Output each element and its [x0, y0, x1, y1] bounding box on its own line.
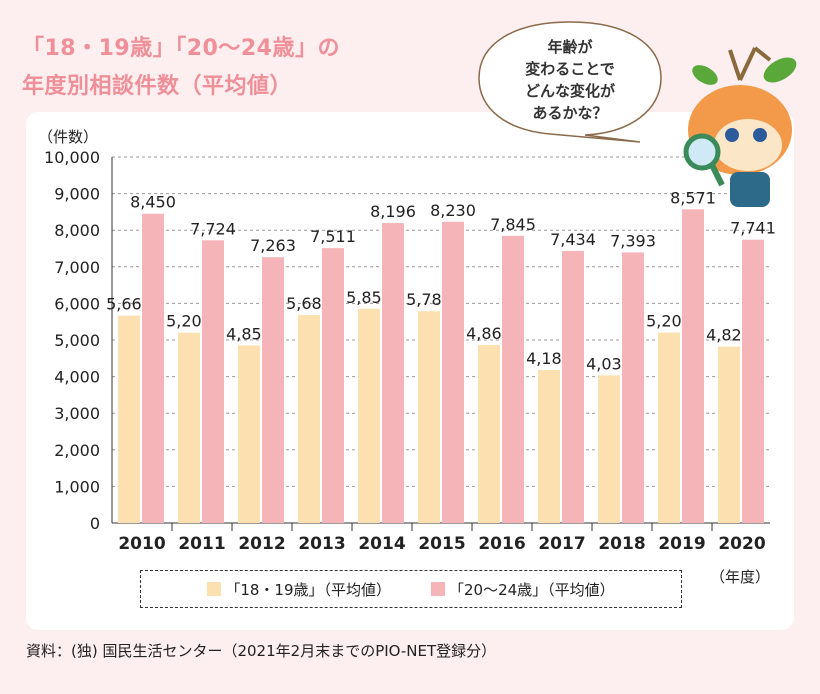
bar-2011-20-24 [202, 240, 224, 523]
data-label: 4,180 [526, 349, 572, 368]
data-label: 7,393 [610, 231, 656, 250]
legend-swatch [431, 582, 445, 596]
speech-bubble-text: 年齢が 変わることで どんな変化が あるかな？ [475, 36, 665, 124]
data-label: 7,511 [310, 227, 356, 246]
data-label: 4,035 [586, 354, 632, 373]
y-tick-label: 6,000 [54, 294, 100, 313]
data-label: 7,741 [730, 219, 776, 238]
speech-bubble [478, 21, 662, 143]
bar-2012-20-24 [262, 257, 284, 523]
y-tick-label: 4,000 [54, 368, 100, 387]
y-tick-label: 8,000 [54, 221, 100, 240]
data-label: 5,787 [406, 290, 452, 309]
data-label: 8,230 [430, 201, 476, 220]
x-tick-label: 2012 [238, 534, 285, 554]
data-label: 8,450 [130, 193, 176, 212]
data-label: 7,724 [190, 219, 236, 238]
bar-2018-18-19 [598, 375, 620, 523]
x-tick-label: 2020 [718, 534, 765, 554]
bar-2010-18-19 [118, 315, 140, 523]
y-tick-label: 2,000 [54, 441, 100, 460]
x-tick-label: 2017 [538, 534, 585, 554]
bar-2020-20-24 [742, 239, 764, 524]
bar-2014-18-19 [358, 308, 380, 523]
legend-swatch [207, 582, 222, 596]
data-label: 5,686 [286, 294, 332, 313]
bar-2014-20-24 [382, 223, 404, 523]
data-label: 5,200 [166, 312, 212, 331]
legend: 「18・19歳」（平均値） 「20〜24歳」（平均値） [140, 570, 682, 608]
x-tick-label: 2015 [418, 534, 465, 554]
data-label: 7,434 [550, 230, 596, 249]
data-label: 4,820 [706, 326, 752, 345]
bar-2011-18-19 [178, 332, 200, 523]
data-label: 4,861 [466, 324, 512, 343]
data-label: 8,571 [670, 188, 716, 207]
bar-2015-20-24 [442, 221, 464, 524]
data-label: 5,852 [346, 288, 392, 307]
bar-2013-18-19 [298, 314, 320, 523]
source-note: 資料：(独) 国民生活センター（2021年2月末までのPIO-NET登録分） [26, 642, 497, 660]
data-label: 5,203 [646, 312, 692, 331]
bar-2013-20-24 [322, 248, 344, 523]
bar-2016-18-19 [478, 345, 500, 523]
x-tick-label: 2011 [178, 534, 225, 554]
x-tick-label: 2013 [298, 534, 345, 554]
x-axis-label: （年度） [710, 568, 770, 586]
mascot-icon [683, 46, 797, 207]
legend-item-18-19: 「18・19歳」（平均値） [207, 579, 391, 600]
chart-title-line2: 年度別相談件数（平均値） [22, 74, 293, 99]
x-tick-label: 2010 [118, 534, 165, 554]
bubble-line: どんな変化が [524, 82, 615, 100]
bubble-line: あるかな？ [532, 104, 608, 122]
y-tick-label: 0 [90, 514, 100, 533]
legend-label: 「18・19歳」（平均値） [225, 580, 391, 599]
data-label: 7,845 [490, 215, 536, 234]
bar-2016-20-24 [502, 235, 524, 524]
bar-2019-18-19 [658, 332, 680, 523]
bar-2017-18-19 [538, 370, 560, 523]
y-tick-label: 7,000 [54, 258, 100, 277]
data-label: 5,665 [106, 295, 152, 314]
y-tick-label: 3,000 [54, 404, 100, 423]
bar-2010-20-24 [142, 213, 164, 524]
bubble-line: 変わることで [525, 60, 615, 78]
y-axis-label: （件数） [38, 128, 98, 146]
legend-label: 「20〜24歳」（平均値） [449, 580, 615, 599]
bar-2020-18-19 [718, 346, 740, 523]
bubble-line: 年齢が [547, 38, 593, 56]
chart-title-line1: 「18・19歳」「20〜24歳」の [22, 36, 340, 61]
y-tick-label: 9,000 [54, 185, 100, 204]
data-label: 8,196 [370, 202, 416, 221]
x-tick-label: 2014 [358, 534, 405, 554]
bar-2015-18-19 [418, 311, 440, 523]
bar-2012-18-19 [238, 345, 260, 523]
bar-2018-20-24 [622, 252, 644, 523]
bar-2019-20-24 [682, 209, 704, 524]
y-tick-label: 5,000 [54, 331, 100, 350]
x-tick-label: 2016 [478, 534, 525, 554]
data-label: 7,263 [250, 236, 296, 255]
x-tick-label: 2019 [658, 534, 705, 554]
legend-item-20-24: 「20〜24歳」（平均値） [431, 579, 615, 600]
y-tick-label: 10,000 [44, 148, 100, 167]
bar-2017-20-24 [562, 250, 584, 524]
x-tick-label: 2018 [598, 534, 645, 554]
y-tick-label: 1,000 [54, 477, 100, 496]
data-label: 4,852 [226, 324, 272, 343]
